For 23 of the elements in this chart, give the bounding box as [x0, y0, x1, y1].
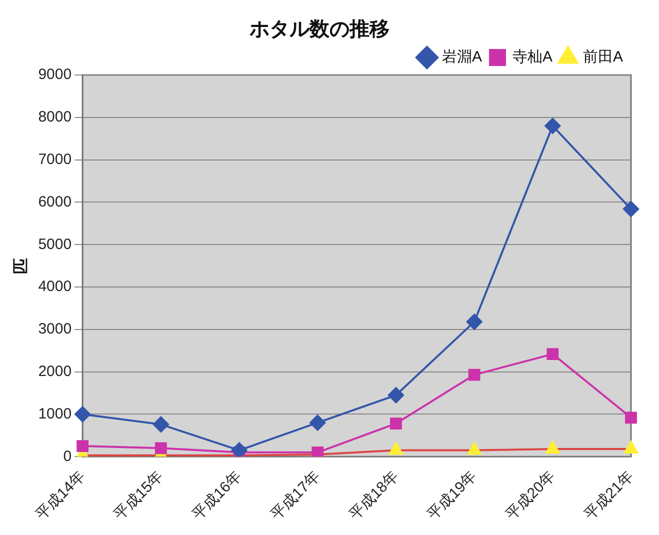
y-tick-label: 5000	[38, 236, 72, 253]
legend-label: 前田A	[582, 48, 624, 66]
legend-label: 岩淵A	[442, 48, 482, 66]
x-tick-label: 平成21年	[581, 468, 637, 524]
y-tick-label: 2000	[38, 362, 72, 380]
y-tick-label: 6000	[38, 193, 72, 210]
x-tick-label: 平成17年	[268, 468, 324, 524]
y-tick-label: 1000	[38, 405, 72, 422]
x-tick-label: 平成14年	[32, 468, 88, 524]
y-tick-label: 0	[63, 448, 72, 465]
chart-title: ホタル数の推移	[248, 18, 390, 41]
x-tick-label: 平成18年	[346, 468, 402, 524]
y-tick-label: 7000	[38, 150, 72, 168]
y-tick-label: 8000	[38, 108, 72, 126]
y-tick-label: 9000	[38, 66, 72, 84]
y-tick-label: 3000	[38, 320, 72, 338]
y-tick-label: 4000	[38, 278, 72, 296]
legend-label: 寺杣A	[512, 48, 553, 66]
x-tick-label: 平成20年	[502, 468, 558, 524]
y-axis-title: 匹	[13, 258, 30, 274]
x-tick-label: 平成16年	[189, 468, 246, 524]
x-tick-label: 平成19年	[424, 468, 480, 524]
x-tick-label: 平成15年	[111, 468, 167, 524]
